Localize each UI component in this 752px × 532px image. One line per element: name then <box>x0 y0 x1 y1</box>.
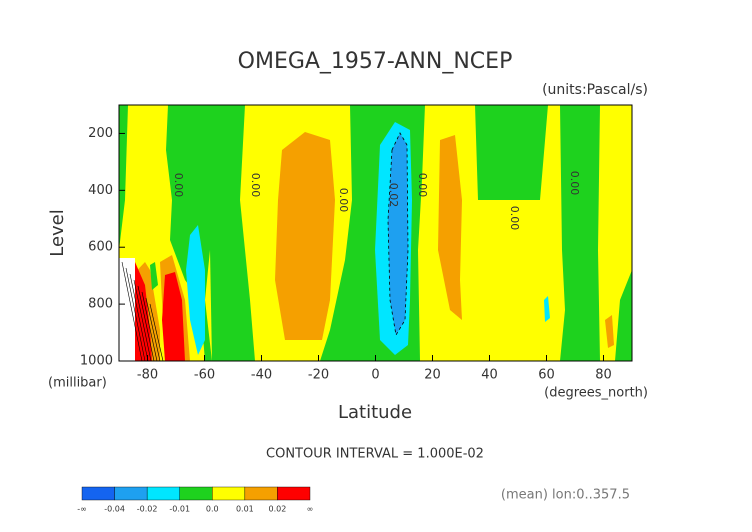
x-tick-label: 0 <box>371 368 379 383</box>
contour-region <box>598 105 632 361</box>
contour-region <box>275 132 335 340</box>
contour-region <box>205 250 212 361</box>
contour-line <box>121 261 143 362</box>
x-tick-label: -40 <box>251 368 272 383</box>
colorbar-swatch <box>114 486 148 501</box>
colorbar-swatch <box>179 486 213 501</box>
colorbar-tick-label: 0.02 <box>269 505 287 514</box>
y-tick-label: 400 <box>88 183 113 198</box>
contour-region <box>388 133 408 335</box>
colorbar-end-label: ∞ <box>307 505 314 514</box>
contour-line <box>129 273 149 362</box>
x-tick-label: -20 <box>308 368 329 383</box>
contour-label: 0.00 <box>508 206 521 231</box>
contour-label: 0.00 <box>416 173 429 198</box>
contour-interval: CONTOUR INTERVAL = 1.000E-02 <box>266 447 484 462</box>
x-tick-label: 40 <box>481 368 498 383</box>
contour-line <box>137 285 155 362</box>
contour-region <box>162 272 185 361</box>
colorbar-tick-label: -0.01 <box>169 505 190 514</box>
y-tick-label: 200 <box>88 126 113 141</box>
y-tick-label: 1000 <box>80 354 113 369</box>
contour-line <box>125 267 146 362</box>
colorbar-end-label: -∞ <box>77 505 87 514</box>
contour-region <box>605 315 614 348</box>
contour-line <box>141 291 158 362</box>
footer: (mean) lon:0..357.5 <box>501 488 630 503</box>
x-tick-label: 80 <box>595 368 612 383</box>
y-tick-label: 800 <box>88 297 113 312</box>
contour-region <box>544 296 550 322</box>
contour-line <box>133 279 152 362</box>
x-tick-label: 60 <box>538 368 555 383</box>
x-tick-label: -60 <box>194 368 215 383</box>
colorbar-tick-label: 0.0 <box>206 505 219 514</box>
x-axis-title: Latitude <box>338 402 412 423</box>
missing-data <box>119 258 135 361</box>
contour-label: 0.00 <box>337 188 350 213</box>
colorbar-tick-label: 0.01 <box>236 505 254 514</box>
y-axis-title: Level <box>47 209 68 257</box>
colorbar-tick-label: -0.02 <box>137 505 158 514</box>
colorbar-swatch <box>212 486 246 501</box>
chart-title: OMEGA_1957-ANN_NCEP <box>238 49 513 74</box>
y-units: (millibar) <box>48 376 107 391</box>
colorbar-tick-label: -0.04 <box>104 505 125 514</box>
contour-label: 0.00 <box>249 173 262 198</box>
colorbar-swatch <box>277 486 311 501</box>
contour-line <box>149 303 164 362</box>
contour-region <box>186 225 205 355</box>
contour-label: 0.00 <box>172 173 185 198</box>
x-tick-label: 20 <box>424 368 441 383</box>
contour-label: 0.00 <box>568 171 581 196</box>
contour-region <box>438 135 462 320</box>
contour-line <box>145 297 161 362</box>
colorbar-swatch <box>146 486 180 501</box>
x-tick-label: -80 <box>137 368 158 383</box>
x-units: (degrees_north) <box>544 386 648 401</box>
y-tick-label: 600 <box>88 240 113 255</box>
contour-region <box>150 262 158 290</box>
plot-area <box>119 105 632 362</box>
units-label: (units:Pascal/s) <box>542 82 648 98</box>
contour-line <box>387 132 409 337</box>
contour-label: 0.02 <box>387 183 400 208</box>
colorbar-swatch <box>81 486 115 501</box>
colorbar-swatch <box>244 486 278 501</box>
